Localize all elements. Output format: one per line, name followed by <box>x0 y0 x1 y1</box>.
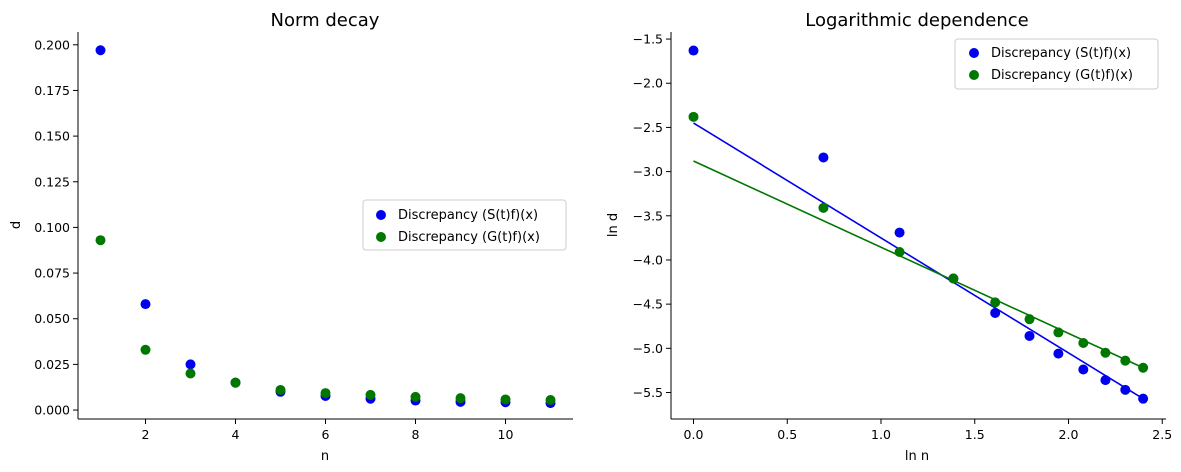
fit-layer <box>693 122 1144 400</box>
y-tick-label: 0.100 <box>34 220 70 235</box>
data-point-g <box>545 395 556 406</box>
y-tick-label: 0.125 <box>34 174 70 189</box>
data-point-g <box>1078 338 1089 349</box>
points-layer <box>95 45 556 409</box>
legend: Discrepancy (S(t)f)(x) Discrepancy (G(t)… <box>362 199 567 251</box>
points-layer <box>688 45 1149 404</box>
x-tick-label: 1.0 <box>871 427 891 442</box>
chart-title: Logarithmic dependence <box>805 10 1029 31</box>
x-tick-label: 2.0 <box>1059 427 1079 442</box>
y-tick-label: 0.050 <box>34 311 70 326</box>
data-point-s <box>688 45 699 56</box>
y-tick-label: −1.5 <box>633 32 663 47</box>
legend-label-g: Discrepancy (G(t)f)(x) <box>398 230 540 245</box>
x-tick-label: 8 <box>412 427 420 442</box>
x-tick-label: 2.5 <box>1152 427 1172 442</box>
legend-marker-g <box>969 70 979 80</box>
y-tick-label: 0.150 <box>34 129 70 144</box>
y-tick-label: 0.075 <box>34 266 70 281</box>
legend-frame <box>362 199 567 251</box>
y-tick-label: −4.5 <box>633 297 663 312</box>
data-point-s <box>140 299 151 310</box>
data-point-g <box>500 394 511 405</box>
data-point-g <box>140 344 151 355</box>
data-point-s <box>990 307 1001 318</box>
logarithmic-dependence-panel: Logarithmic dependence 0.0 0.5 1.0 1.5 2.0 2.… <box>606 10 1172 464</box>
data-point-g <box>230 377 241 388</box>
data-point-g <box>185 368 196 379</box>
data-point-g <box>95 235 106 246</box>
data-point-g <box>818 202 829 213</box>
data-point-s <box>1100 375 1111 386</box>
data-point-g <box>1024 314 1035 325</box>
legend-frame <box>954 38 1159 90</box>
y-tick-label: −3.5 <box>633 208 663 223</box>
x-tick-label: 10 <box>498 427 514 442</box>
data-point-g <box>894 247 905 258</box>
y-tick-label: 0.200 <box>34 37 70 52</box>
fit-line-s <box>693 122 1144 400</box>
data-point-g <box>320 388 331 399</box>
y-tick-label: 0.025 <box>34 357 70 372</box>
y-axis-label: ln d <box>606 213 621 237</box>
y-tick-label: 0.000 <box>34 403 70 418</box>
data-point-s <box>1024 330 1035 341</box>
data-point-g <box>365 389 376 400</box>
ticks-layer: 2 4 6 8 10 0.000 0.025 0.050 0.075 0.100 0.125 0.15… <box>34 37 513 442</box>
x-axis-label: ln n <box>905 449 929 464</box>
fit-line-g <box>693 160 1144 369</box>
data-point-g <box>948 273 959 284</box>
data-point-s <box>1078 364 1089 375</box>
x-tick-label: 4 <box>232 427 240 442</box>
data-point-g <box>688 111 699 122</box>
data-point-g <box>275 384 286 395</box>
data-point-s <box>1120 384 1131 395</box>
y-tick-label: −2.5 <box>633 120 663 135</box>
y-axis-label: d <box>9 221 24 229</box>
y-tick-label: 0.175 <box>34 83 70 98</box>
y-tick-label: −3.0 <box>633 164 663 179</box>
data-point-g <box>1053 327 1064 338</box>
legend-label-s: Discrepancy (S(t)f)(x) <box>398 208 538 223</box>
data-point-s <box>95 45 106 56</box>
legend-label-s: Discrepancy (S(t)f)(x) <box>991 46 1131 61</box>
data-point-g <box>455 393 466 404</box>
x-tick-label: 2 <box>142 427 150 442</box>
legend: Discrepancy (S(t)f)(x) Discrepancy (G(t)… <box>954 38 1159 90</box>
x-tick-label: 0.0 <box>684 427 704 442</box>
data-point-g <box>990 297 1001 308</box>
legend-marker-g <box>376 232 386 242</box>
y-tick-label: −5.5 <box>633 385 663 400</box>
norm-decay-panel: Norm decay 2 4 6 8 10 0.000 0.025 0.050 0.075 0.1… <box>9 10 573 464</box>
data-point-s <box>894 227 905 238</box>
data-point-g <box>1100 347 1111 358</box>
data-point-s <box>1053 348 1064 359</box>
data-point-g <box>1138 362 1149 373</box>
y-tick-label: −4.0 <box>633 252 663 267</box>
legend-label-g: Discrepancy (G(t)f)(x) <box>991 68 1133 83</box>
data-point-s <box>185 359 196 370</box>
legend-marker-s <box>969 48 979 58</box>
x-tick-label: 1.5 <box>965 427 985 442</box>
data-point-s <box>1138 393 1149 404</box>
data-point-g <box>1120 355 1131 366</box>
x-axis-label: n <box>321 449 329 464</box>
y-tick-label: −5.0 <box>633 341 663 356</box>
x-tick-label: 0.5 <box>777 427 797 442</box>
chart-title: Norm decay <box>271 10 380 31</box>
legend-marker-s <box>376 210 386 220</box>
data-point-s <box>818 152 829 163</box>
ticks-layer: 0.0 0.5 1.0 1.5 2.0 2.5 −1.5 −2.0 −2.5 −3.0 −3.5 −4… <box>633 32 1173 442</box>
x-tick-label: 6 <box>322 427 330 442</box>
y-tick-label: −2.0 <box>633 76 663 91</box>
data-point-g <box>410 391 421 402</box>
